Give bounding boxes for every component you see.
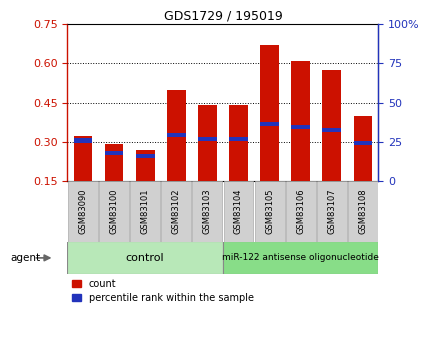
Bar (73, 138, 92, 143)
Bar (223, 181, 253, 241)
Text: GSM83101: GSM83101 (140, 189, 149, 234)
Bar (322, 128, 340, 132)
Bar (353, 140, 372, 145)
Bar (285, 181, 315, 241)
Text: GSM83102: GSM83102 (171, 189, 181, 234)
Bar (197, 105, 216, 181)
Bar (105, 151, 123, 155)
Bar (229, 105, 247, 181)
Bar (229, 137, 247, 141)
Bar (353, 116, 372, 181)
Bar (291, 61, 309, 181)
Bar (105, 145, 123, 181)
Bar (167, 90, 185, 181)
Legend: count, percentile rank within the sample: count, percentile rank within the sample (72, 279, 253, 303)
Text: GSM83107: GSM83107 (326, 188, 335, 234)
Bar (197, 137, 216, 141)
Bar (254, 181, 284, 241)
Title: GDS1729 / 195019: GDS1729 / 195019 (163, 10, 282, 23)
Bar (130, 181, 160, 241)
Bar (260, 122, 278, 126)
Bar (73, 136, 92, 181)
Text: GSM83090: GSM83090 (78, 189, 87, 234)
Bar (316, 181, 346, 241)
Text: GSM83104: GSM83104 (233, 189, 243, 234)
Bar (135, 154, 154, 158)
Bar (192, 181, 222, 241)
Text: agent: agent (11, 253, 41, 263)
Bar (68, 181, 98, 241)
Bar (322, 70, 340, 181)
Text: control: control (125, 253, 164, 263)
Bar (167, 133, 185, 137)
Bar (291, 125, 309, 129)
Bar (67, 241, 222, 274)
Text: GSM83105: GSM83105 (264, 189, 273, 234)
Text: miR-122 antisense oligonucleotide: miR-122 antisense oligonucleotide (222, 253, 378, 263)
Bar (260, 45, 278, 181)
Bar (347, 181, 377, 241)
Text: GSM83108: GSM83108 (358, 188, 367, 234)
Text: GSM83106: GSM83106 (296, 188, 305, 234)
Text: GSM83103: GSM83103 (202, 188, 211, 234)
Bar (99, 181, 129, 241)
Bar (222, 241, 378, 274)
Bar (161, 181, 191, 241)
Text: GSM83100: GSM83100 (109, 189, 118, 234)
Bar (135, 150, 154, 181)
